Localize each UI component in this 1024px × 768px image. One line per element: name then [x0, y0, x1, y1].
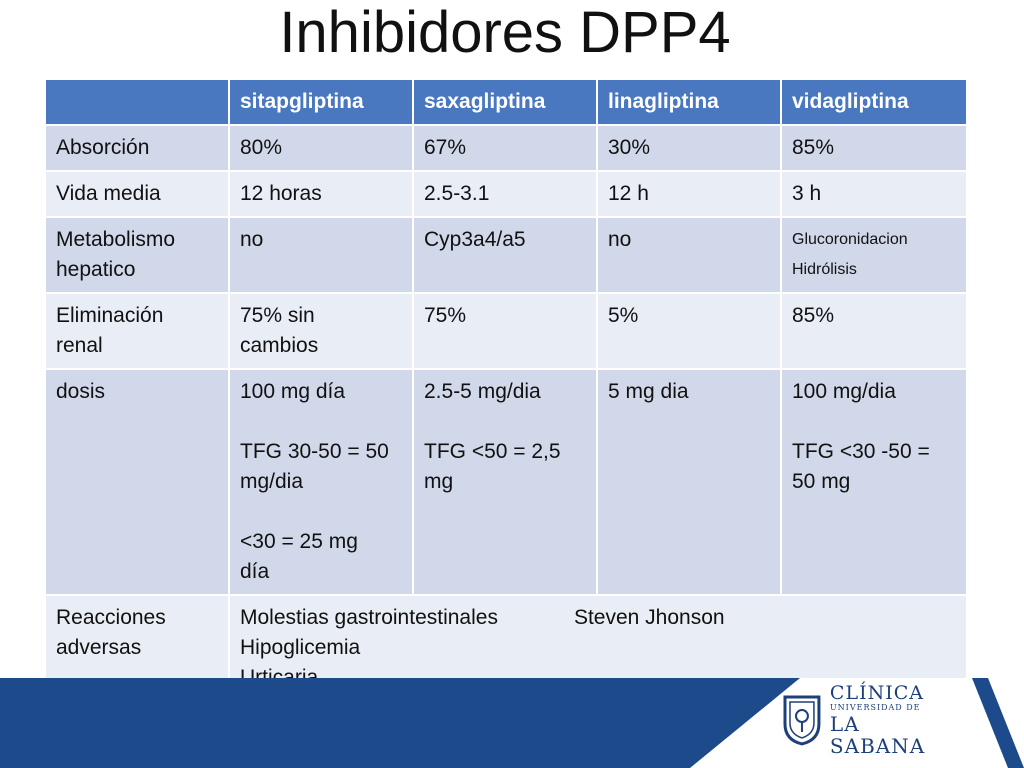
table-cell: 2.5-5 mg/dia TFG <50 = 2,5 mg: [412, 368, 598, 596]
table-cell: no: [228, 216, 414, 294]
table-cell: 12 h: [596, 170, 782, 218]
header-cell-saxagliptina: saxagliptina: [412, 78, 598, 126]
table-row-metabolismo: Metabolismo hepatico no Cyp3a4/a5 no Glu…: [44, 216, 968, 294]
logo-text-line3: LA SABANA: [829, 712, 926, 758]
header-cell-linagliptina: linagliptina: [596, 78, 782, 126]
row-label: Vida media: [44, 170, 230, 218]
table-cell: 67%: [412, 124, 598, 172]
logo-text-line2: UNIVERSIDAD DE: [829, 703, 921, 712]
table-cell: 75% sin cambios: [228, 292, 414, 370]
logo-text-line1: CLÍNICA: [829, 682, 924, 704]
header-row: sitapgliptina saxagliptina linagliptina …: [44, 78, 968, 126]
table-cell: 30%: [596, 124, 782, 172]
table-cell: 85%: [780, 292, 968, 370]
slide-title: Inhibidores DPP4: [279, 0, 731, 65]
list-item: Molestias gastrointestinales: [240, 606, 498, 629]
table-cell: 100 mg día TFG 30-50 = 50 mg/dia <30 = 2…: [228, 368, 414, 596]
table-cell: 3 h: [780, 170, 968, 218]
list-item: Steven Jhonson: [573, 606, 725, 629]
row-label: dosis: [44, 368, 230, 596]
table-cell: 80%: [228, 124, 414, 172]
header-cell-vidagliptina: vidagliptina: [780, 78, 968, 126]
table-cell: 85%: [780, 124, 968, 172]
row-label: Absorción: [44, 124, 230, 172]
table-row-vida-media: Vida media 12 horas 2.5-3.1 12 h 3 h: [44, 170, 968, 218]
reacciones-list-2: Steven Jhonson: [574, 603, 725, 693]
table-cell: 5%: [596, 292, 782, 370]
table-cell: 75%: [412, 292, 598, 370]
table-cell: Cyp3a4/a5: [412, 216, 598, 294]
table-cell: 12 horas: [228, 170, 414, 218]
row-label: Eliminación renal: [44, 292, 230, 370]
list-item: Hipoglicemia: [240, 636, 361, 659]
header-cell-sitagliptina: sitapgliptina: [228, 78, 414, 126]
footer-logo-area: [690, 678, 1024, 768]
clinica-logo: CLÍNICA UNIVERSIDAD DE LA SABANA: [782, 683, 962, 757]
table-cell: 5 mg dia: [596, 368, 782, 596]
table-cell: 2.5-3.1: [412, 170, 598, 218]
table-cell: Glucoronidacion Hidrólisis: [780, 216, 968, 294]
row-label: Metabolismo hepatico: [44, 216, 230, 294]
table-cell: no: [596, 216, 782, 294]
shield-icon: [783, 695, 821, 746]
dpp4-comparison-table: sitapgliptina saxagliptina linagliptina …: [44, 78, 968, 702]
table-row-absorcion: Absorción 80% 67% 30% 85%: [44, 124, 968, 172]
table-row-eliminacion: Eliminación renal 75% sin cambios 75% 5%…: [44, 292, 968, 370]
header-cell-empty: [44, 78, 230, 126]
table-row-dosis: dosis 100 mg día TFG 30-50 = 50 mg/dia <…: [44, 368, 968, 596]
table-cell: 100 mg/dia TFG <30 -50 = 50 mg: [780, 368, 968, 596]
